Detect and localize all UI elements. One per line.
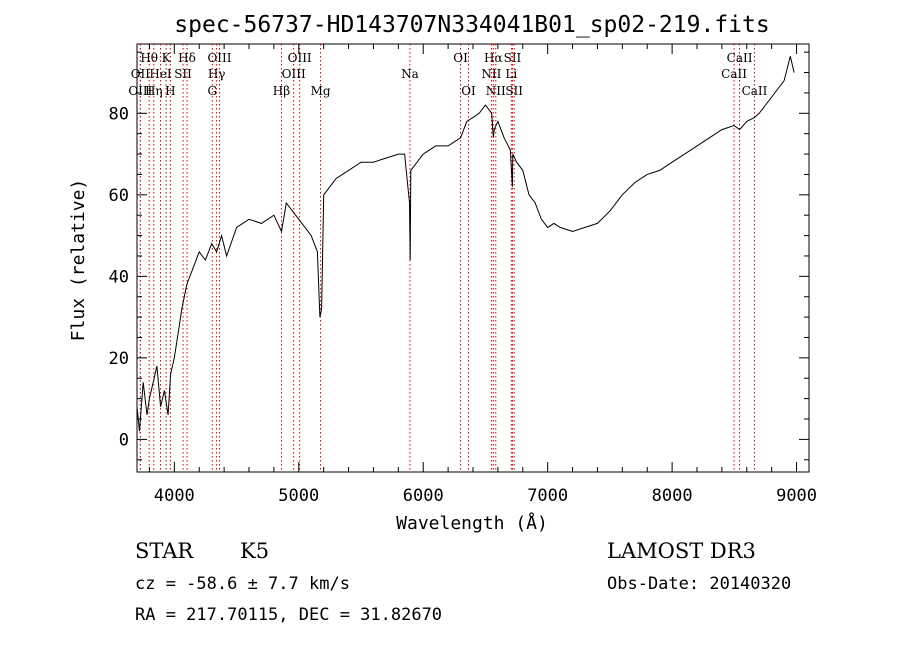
ra-dec: RA = 217.70115, DEC = 31.82670 [135, 605, 442, 625]
spectrum-series [136, 56, 795, 432]
y-axis-label: Flux (relative) [68, 179, 89, 342]
spectral-line-label: G [207, 84, 217, 98]
spectral-line-label: OIII [282, 67, 306, 81]
spectral-line-label: OIII [128, 84, 152, 98]
spectral-line-label: Hη [145, 84, 163, 98]
plot-frame [136, 43, 810, 473]
spectral-line-label: SII [505, 84, 523, 98]
spectral-line-label: HeI [149, 67, 172, 81]
x-tick-label: 6000 [403, 486, 444, 506]
y-tick-label: 0 [119, 430, 129, 450]
survey-name: LAMOST DR3 [607, 539, 756, 563]
spectral-line-label: CaII [727, 51, 753, 65]
spectral-line-label: K [162, 51, 172, 65]
redshift-cz: cz = -58.6 ± 7.7 km/s [135, 574, 350, 594]
spectral-line-label: H [165, 84, 175, 98]
spectral-line-label: SII [174, 67, 192, 81]
y-tick-label: 60 [109, 186, 129, 206]
x-tick-label: 8000 [652, 486, 693, 506]
info-panel: STAR K5 LAMOST DR3 cz = -58.6 ± 7.7 km/s… [135, 539, 791, 625]
spectral-line-label: OI [453, 51, 468, 65]
x-axis-label: Wavelength (Å) [396, 512, 548, 534]
x-tick-label: 5000 [278, 486, 319, 506]
chart-title: spec-56737-HD143707N334041B01_sp02-219.f… [174, 12, 769, 38]
spectral-line-label: OIII [288, 51, 312, 65]
spectrum-line [136, 56, 795, 432]
object-subclass: K5 [240, 539, 269, 563]
spectral-line-label: Na [401, 67, 419, 81]
x-tick-label: 4000 [154, 486, 195, 506]
x-axis-ticks: 4000 5000 6000 7000 8000 9000 [148, 44, 817, 506]
object-class: STAR [135, 539, 194, 563]
spectral-line-label: SII [504, 51, 522, 65]
spectral-line-label: Hδ [178, 51, 196, 65]
spectral-line-label: Hβ [273, 84, 290, 98]
spectral-line-label: OIII [207, 51, 231, 65]
spectral-line-label: Hα [484, 51, 503, 65]
y-tick-label: 20 [109, 349, 129, 369]
spectral-line-label: OII [131, 67, 151, 81]
spectral-line-label: NII [486, 84, 506, 98]
y-axis-ticks: 0 20 40 60 80 [109, 51, 809, 461]
spectral-line-label: CaII [742, 84, 768, 98]
spectral-line-label: NII [481, 67, 501, 81]
spectral-line-label: Hγ [208, 67, 226, 81]
spectral-line-label: OI [461, 84, 476, 98]
y-tick-label: 80 [109, 104, 129, 124]
x-tick-label: 7000 [527, 486, 568, 506]
spectral-line-label: Mg [311, 84, 331, 98]
y-tick-label: 40 [109, 267, 129, 287]
x-tick-label: 9000 [776, 486, 817, 506]
spectral-line-label: CaII [721, 67, 747, 81]
observation-date: Obs-Date: 20140320 [607, 574, 791, 594]
spectral-line-label: Li [505, 67, 517, 81]
spectral-line-label: Hθ [140, 51, 158, 65]
